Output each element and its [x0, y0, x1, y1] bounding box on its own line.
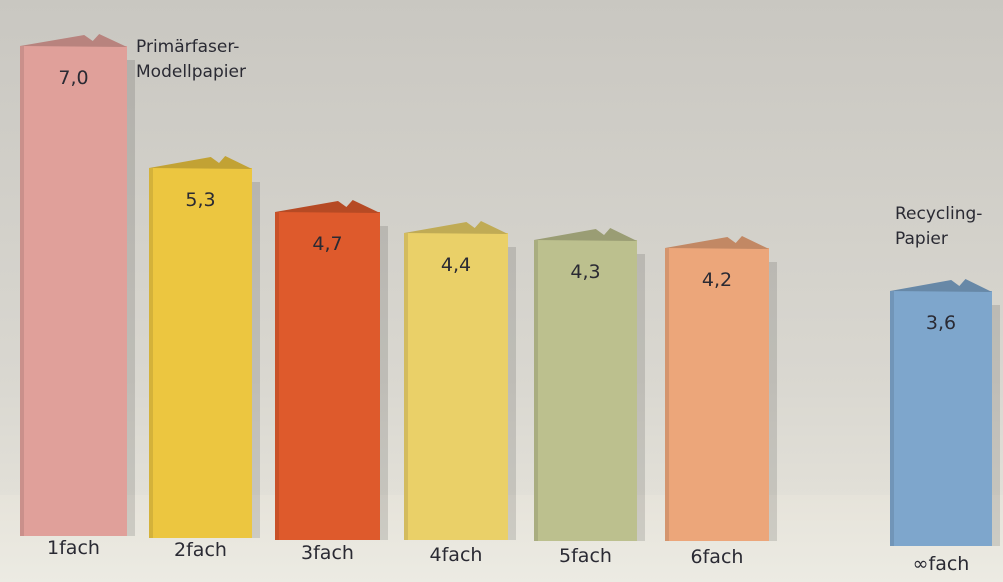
- bar-fold-top: [890, 279, 992, 292]
- bar: [665, 248, 769, 541]
- bar-fold-top: [404, 221, 508, 234]
- bar-shadow: [125, 60, 135, 536]
- bar: [534, 240, 637, 541]
- category-label: 6fach: [691, 546, 744, 568]
- annotation-recycling-line1: Recycling-: [895, 204, 982, 224]
- bar-value-label: 4,3: [570, 261, 600, 283]
- bars-layer: [20, 34, 1000, 546]
- bar-shadow: [767, 262, 777, 541]
- bar-value-label: 7,0: [58, 67, 88, 89]
- bar-value-label: 4,4: [441, 254, 471, 276]
- bar-fold-top: [20, 34, 127, 47]
- bar-edge: [275, 212, 279, 540]
- bar-edge: [890, 291, 894, 546]
- bar-value-label: 5,3: [185, 189, 215, 211]
- bar-edge: [20, 46, 24, 536]
- bar-value-label: 4,7: [312, 233, 342, 255]
- bar-fold-top: [665, 236, 769, 249]
- category-label: 1fach: [47, 537, 100, 559]
- labels-layer: 7,0 1fach 5,3 2fach 4,7 3fach 4,4 4fach 4,3 5fach…: [47, 67, 969, 575]
- bar: [149, 168, 252, 538]
- annotation-primary-line2: Modellpapier: [136, 62, 246, 82]
- bar-shadow: [990, 305, 1000, 546]
- bar-value-label: 3,6: [926, 312, 956, 334]
- bar-shadow: [378, 226, 388, 540]
- category-label: 5fach: [559, 545, 612, 567]
- bar-shadow: [506, 247, 516, 540]
- bar: [890, 291, 992, 546]
- bar-edge: [665, 248, 669, 541]
- category-label: ∞fach: [913, 553, 970, 575]
- bar-edge: [534, 240, 538, 541]
- bar-edge: [149, 168, 153, 538]
- bar: [404, 233, 508, 540]
- bar: [275, 212, 380, 540]
- bar-shadow: [250, 182, 260, 538]
- annotation-recycling-line2: Papier: [895, 229, 948, 249]
- category-label: 3fach: [301, 542, 354, 564]
- bar-edge: [404, 233, 408, 540]
- bar-fold-top: [275, 200, 380, 213]
- category-label: 2fach: [174, 539, 227, 561]
- bar: [20, 46, 127, 536]
- annotation-primary-line1: Primärfaser-: [136, 37, 239, 57]
- bar-value-label: 4,2: [702, 269, 732, 291]
- bar-fold-top: [534, 228, 637, 241]
- bar-shadow: [635, 254, 645, 541]
- bar-fold-top: [149, 156, 252, 169]
- category-label: 4fach: [430, 544, 483, 566]
